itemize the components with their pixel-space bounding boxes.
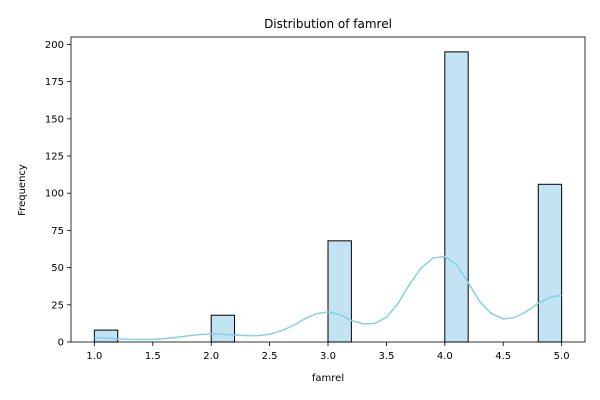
y-tick-label: 0 <box>58 338 64 349</box>
x-axis-label: famrel <box>312 373 344 384</box>
histogram-bar <box>327 240 352 343</box>
y-axis-ticks: 0 25 50 75 100 125 150 175 200 <box>45 40 71 349</box>
histogram-bar <box>537 183 563 343</box>
y-tick-label: 200 <box>45 40 64 51</box>
y-tick-label: 50 <box>51 263 64 274</box>
x-tick-label: 3.0 <box>320 351 336 362</box>
y-tick-label: 125 <box>45 152 64 163</box>
histogram-bars <box>93 51 563 343</box>
y-tick-label: 150 <box>45 114 64 125</box>
y-tick-label: 100 <box>45 189 64 200</box>
chart-title: Distribution of famrel <box>264 17 392 31</box>
x-axis-ticks: 1.0 1.5 2.0 2.5 3.0 3.5 4.0 4.5 5.0 <box>86 342 570 362</box>
y-axis-label: Frequency <box>17 164 28 216</box>
x-tick-label: 5.0 <box>554 351 570 362</box>
x-tick-label: 2.5 <box>262 351 278 362</box>
kde-line <box>94 255 562 341</box>
x-tick-label: 3.5 <box>378 351 394 362</box>
y-tick-label: 25 <box>51 300 64 311</box>
histogram-bar <box>93 329 119 343</box>
x-tick-label: 4.5 <box>495 351 511 362</box>
histogram-bar <box>210 314 236 343</box>
y-tick-label: 175 <box>45 77 64 88</box>
x-tick-label: 2.0 <box>203 351 219 362</box>
x-tick-label: 4.0 <box>437 351 453 362</box>
y-tick-label: 75 <box>51 226 64 237</box>
x-tick-label: 1.5 <box>145 351 161 362</box>
histogram-bar <box>444 51 469 343</box>
x-tick-label: 1.0 <box>86 351 102 362</box>
